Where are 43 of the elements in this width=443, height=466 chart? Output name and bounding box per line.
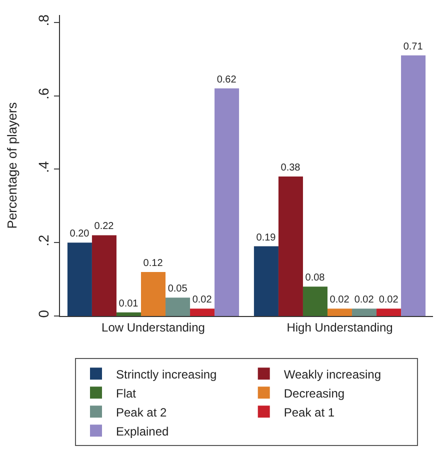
data-label: 0.20	[70, 228, 90, 240]
bar	[92, 235, 116, 316]
bar	[254, 246, 278, 316]
x-tick-label: Low Understanding	[102, 320, 205, 334]
data-label: 0.19	[256, 232, 276, 244]
bar	[376, 308, 402, 316]
bar	[166, 298, 190, 316]
data-label: 0.01	[118, 298, 139, 310]
bar	[278, 176, 303, 316]
y-tick-label: .2	[35, 234, 52, 246]
bar	[140, 272, 166, 316]
bar	[214, 88, 240, 316]
legend-label: Strinctly increasing	[116, 367, 217, 382]
bar	[116, 312, 141, 316]
data-label: 0.62	[216, 74, 237, 86]
y-tick-label: 0	[35, 310, 52, 318]
bar	[302, 286, 328, 316]
legend-label: Peak at 1	[284, 405, 335, 420]
data-label: 0.12	[143, 258, 164, 269]
legend-label: Weakly increasing	[284, 367, 382, 382]
x-tick-label: High Understanding	[286, 320, 393, 334]
data-label: 0.02	[354, 294, 374, 306]
legend-label: Decreasing	[284, 386, 345, 400]
y-tick-label: .4	[35, 161, 52, 173]
bar	[67, 242, 92, 316]
bar	[327, 308, 352, 316]
data-label: 0.05	[168, 284, 188, 295]
bar	[401, 55, 426, 316]
y-tick-label: .6	[35, 88, 52, 100]
bar	[352, 308, 377, 316]
data-label: 0.02	[330, 294, 350, 306]
data-label: 0.22	[94, 221, 114, 232]
data-label: 0.08	[305, 272, 326, 284]
legend-label: Flat	[116, 386, 137, 400]
legend-label: Peak at 2	[116, 405, 168, 420]
y-axis-title: Percentage of players	[4, 102, 20, 229]
legend-label: Explained	[116, 424, 169, 438]
y-tick-label: .8	[35, 14, 52, 26]
data-label: 0.71	[403, 41, 424, 52]
data-label: 0.38	[280, 162, 301, 174]
data-label: 0.02	[378, 294, 399, 306]
bar	[190, 308, 215, 316]
data-label: 0.02	[192, 294, 212, 306]
